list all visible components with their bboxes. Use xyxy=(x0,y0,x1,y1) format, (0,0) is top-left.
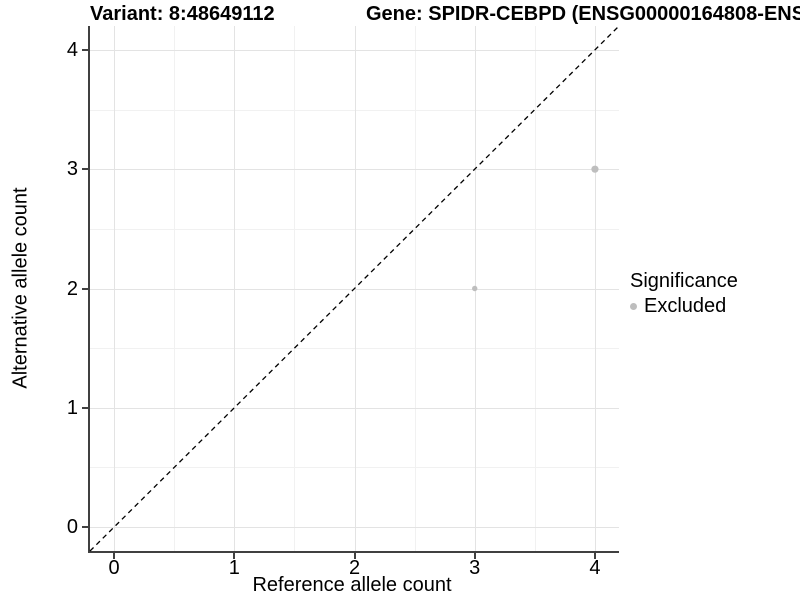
gene-title: Gene: SPIDR-CEBPD (ENSG00000164808-ENS xyxy=(366,3,800,25)
x-tick-label: 3 xyxy=(469,557,481,579)
x-tick-label: 1 xyxy=(228,557,240,579)
y-tick-mark xyxy=(82,526,88,529)
x-tick-label: 0 xyxy=(108,557,120,579)
x-tick-mark xyxy=(233,553,236,559)
legend-excluded-dot-icon xyxy=(630,303,637,310)
gridline-major-h xyxy=(90,527,619,529)
x-tick-label: 4 xyxy=(589,557,601,579)
x-tick-mark xyxy=(353,553,356,559)
x-tick-label: 2 xyxy=(348,557,361,579)
y-axis-title: Alternative allele count xyxy=(9,187,32,389)
y-tick-mark xyxy=(82,48,88,51)
gridline-major-h xyxy=(90,407,619,409)
legend-title: Significance xyxy=(630,270,738,292)
y-tick-label: 0 xyxy=(66,516,78,539)
variant-title: Variant: 8:48649112 xyxy=(90,3,275,25)
chart-marks xyxy=(89,25,620,552)
y-tick-mark xyxy=(82,406,88,409)
data-point xyxy=(472,285,478,292)
y-tick-label: 1 xyxy=(66,396,78,419)
x-axis-title: Reference allele count xyxy=(252,574,452,596)
data-point xyxy=(591,165,599,173)
legend-entry: Excluded xyxy=(630,295,738,318)
y-tick-label: 4 xyxy=(66,38,78,61)
y-tick-mark xyxy=(82,168,88,171)
legend-entry-label: Excluded xyxy=(644,295,727,317)
y-tick-label: 2 xyxy=(66,277,78,300)
plot-panel xyxy=(88,25,620,553)
x-tick-mark xyxy=(113,553,116,559)
gridline-major-h xyxy=(90,49,619,51)
y-tick-label: 3 xyxy=(66,158,78,181)
gridline-major-h xyxy=(90,169,619,171)
identity-line xyxy=(89,25,620,552)
y-tick-mark xyxy=(82,287,88,290)
x-tick-mark xyxy=(473,553,476,559)
x-tick-mark xyxy=(593,553,596,559)
legend: Significance Excluded xyxy=(630,270,738,318)
